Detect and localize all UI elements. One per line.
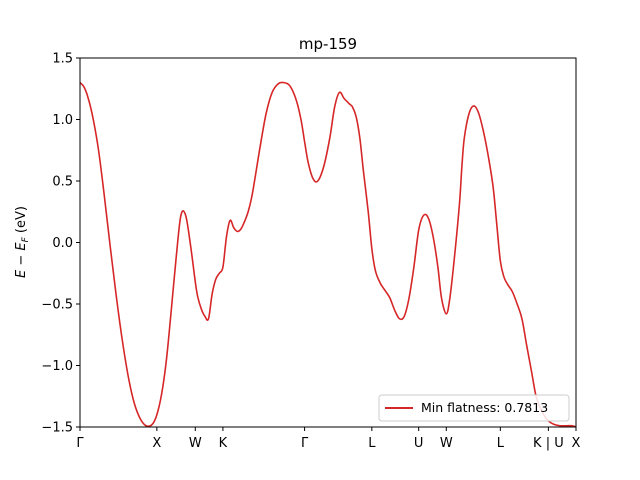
y-tick-label: −1.0 (41, 359, 73, 374)
x-tick-label: W (189, 436, 202, 451)
legend-box (378, 394, 570, 422)
y-axis-label-main: E − E (14, 242, 29, 278)
band-line (80, 81, 576, 427)
x-tick-label: X (572, 436, 581, 451)
x-tick-label: X (152, 436, 161, 451)
y-tick-label: 1.0 (52, 113, 73, 128)
x-tick-label: Γ (301, 436, 309, 451)
legend: Min flatness: 0.7813 (378, 394, 570, 422)
x-tick-label: Γ (76, 436, 84, 451)
y-axis: −1.5 −1.0 −0.5 0.0 0.5 1.0 1.5 (41, 52, 80, 436)
y-axis-label: E − EF (eV) (14, 206, 31, 278)
x-tick-label: W (440, 436, 453, 451)
x-tick-label: L (497, 436, 505, 451)
legend-label: Min flatness: 0.7813 (421, 400, 548, 415)
x-axis: Γ X W K Γ L U W L K | U X (76, 427, 581, 451)
x-tick-label: K | U (533, 436, 564, 451)
y-axis-label-sub: F (21, 236, 31, 242)
x-tick-label: L (368, 436, 376, 451)
y-tick-label: 1.5 (52, 52, 73, 67)
y-tick-label: −0.5 (41, 298, 73, 313)
chart-title: mp-159 (299, 35, 357, 53)
y-axis-label-suffix: (eV) (14, 206, 29, 237)
x-tick-label: K (219, 436, 228, 451)
y-tick-label: 0.5 (52, 175, 73, 190)
y-tick-label: 0.0 (52, 236, 73, 251)
plot-frame (79, 57, 577, 428)
plot-area (80, 81, 576, 427)
y-tick-label: −1.5 (41, 421, 73, 436)
x-tick-label: U (414, 436, 424, 451)
